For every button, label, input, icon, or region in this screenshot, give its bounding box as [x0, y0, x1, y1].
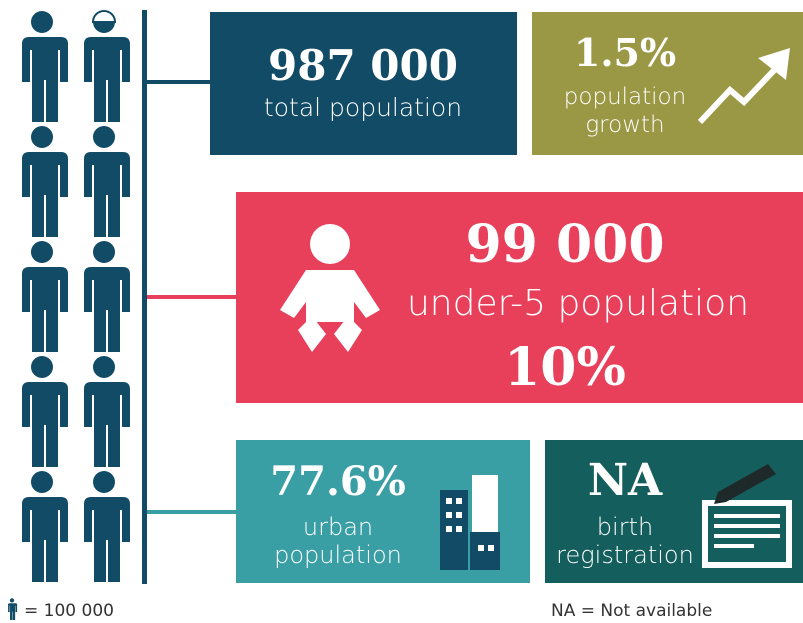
people [22, 10, 130, 582]
under5-value: 99 000 [465, 214, 664, 275]
total-box [210, 12, 517, 155]
connector [147, 510, 237, 514]
total-value: 987 000 [268, 41, 458, 90]
connector [147, 295, 237, 299]
growth-label: growth [585, 112, 664, 138]
baby-icon [280, 224, 380, 352]
urban-label: urban [303, 513, 373, 541]
legend-icon [8, 598, 18, 620]
connector [147, 80, 211, 84]
birth-label: registration [556, 541, 694, 569]
total-label: total population [264, 93, 462, 122]
register-icon [702, 464, 792, 568]
growth-label: population [564, 84, 686, 110]
legend-icon-text: = 100 000 [24, 601, 114, 621]
growth-value: 1.5% [574, 30, 676, 75]
legend-na: NA = Not available [551, 601, 712, 621]
growth-arrow-head [758, 48, 790, 80]
building-icon [440, 475, 500, 570]
under5-share: 10% [504, 337, 626, 398]
birth-value: NA [588, 455, 663, 506]
urban-label: population [274, 541, 402, 569]
growth-arrow [697, 61, 783, 125]
birth-label: birth [597, 513, 653, 541]
spine [142, 10, 147, 584]
urban-value: 77.6% [270, 458, 405, 505]
under5-label: under-5 population [407, 283, 749, 324]
